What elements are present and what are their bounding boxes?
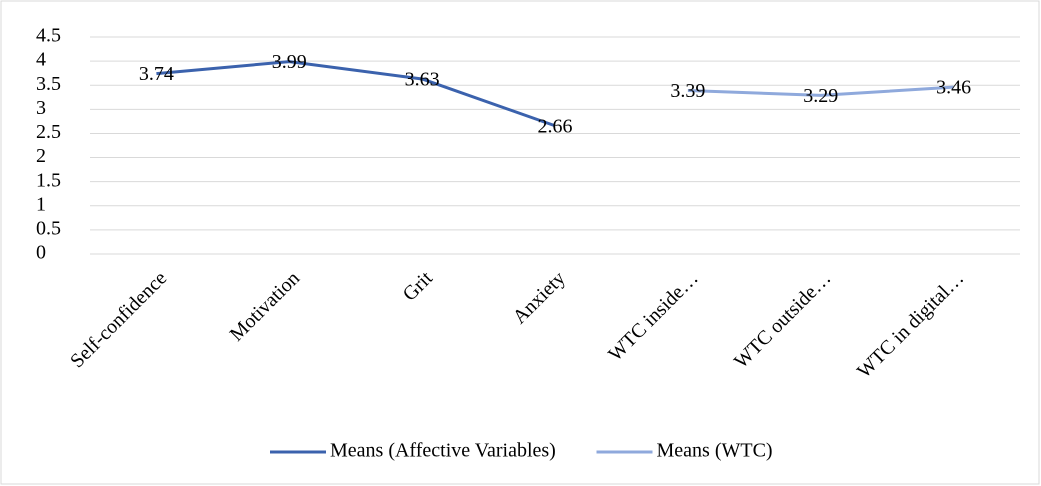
y-tick-label: 3 [36,97,46,119]
data-label: 3.46 [936,77,971,99]
data-label: 3.74 [139,63,174,85]
y-tick-label: 3.5 [36,73,61,95]
y-tick-label: 0.5 [36,217,61,239]
y-tick-label: 1.5 [36,169,61,191]
y-tick-label: 0 [36,242,46,264]
data-label: 3.63 [405,69,440,91]
y-tick-label: 4.5 [36,25,61,47]
y-tick-label: 2 [36,145,46,167]
y-tick-label: 1 [36,193,46,215]
legend-label: Means (WTC) [657,440,773,462]
data-label: 3.99 [272,51,307,73]
y-tick-label: 4 [36,49,46,71]
series-line [687,85,954,97]
y-tick-label: 2.5 [36,121,61,143]
legend-label: Means (Affective Variables) [330,440,556,462]
series-line [156,60,556,128]
data-label: 3.39 [670,80,705,102]
data-label: 3.29 [803,85,838,107]
data-label: 2.66 [538,115,573,137]
